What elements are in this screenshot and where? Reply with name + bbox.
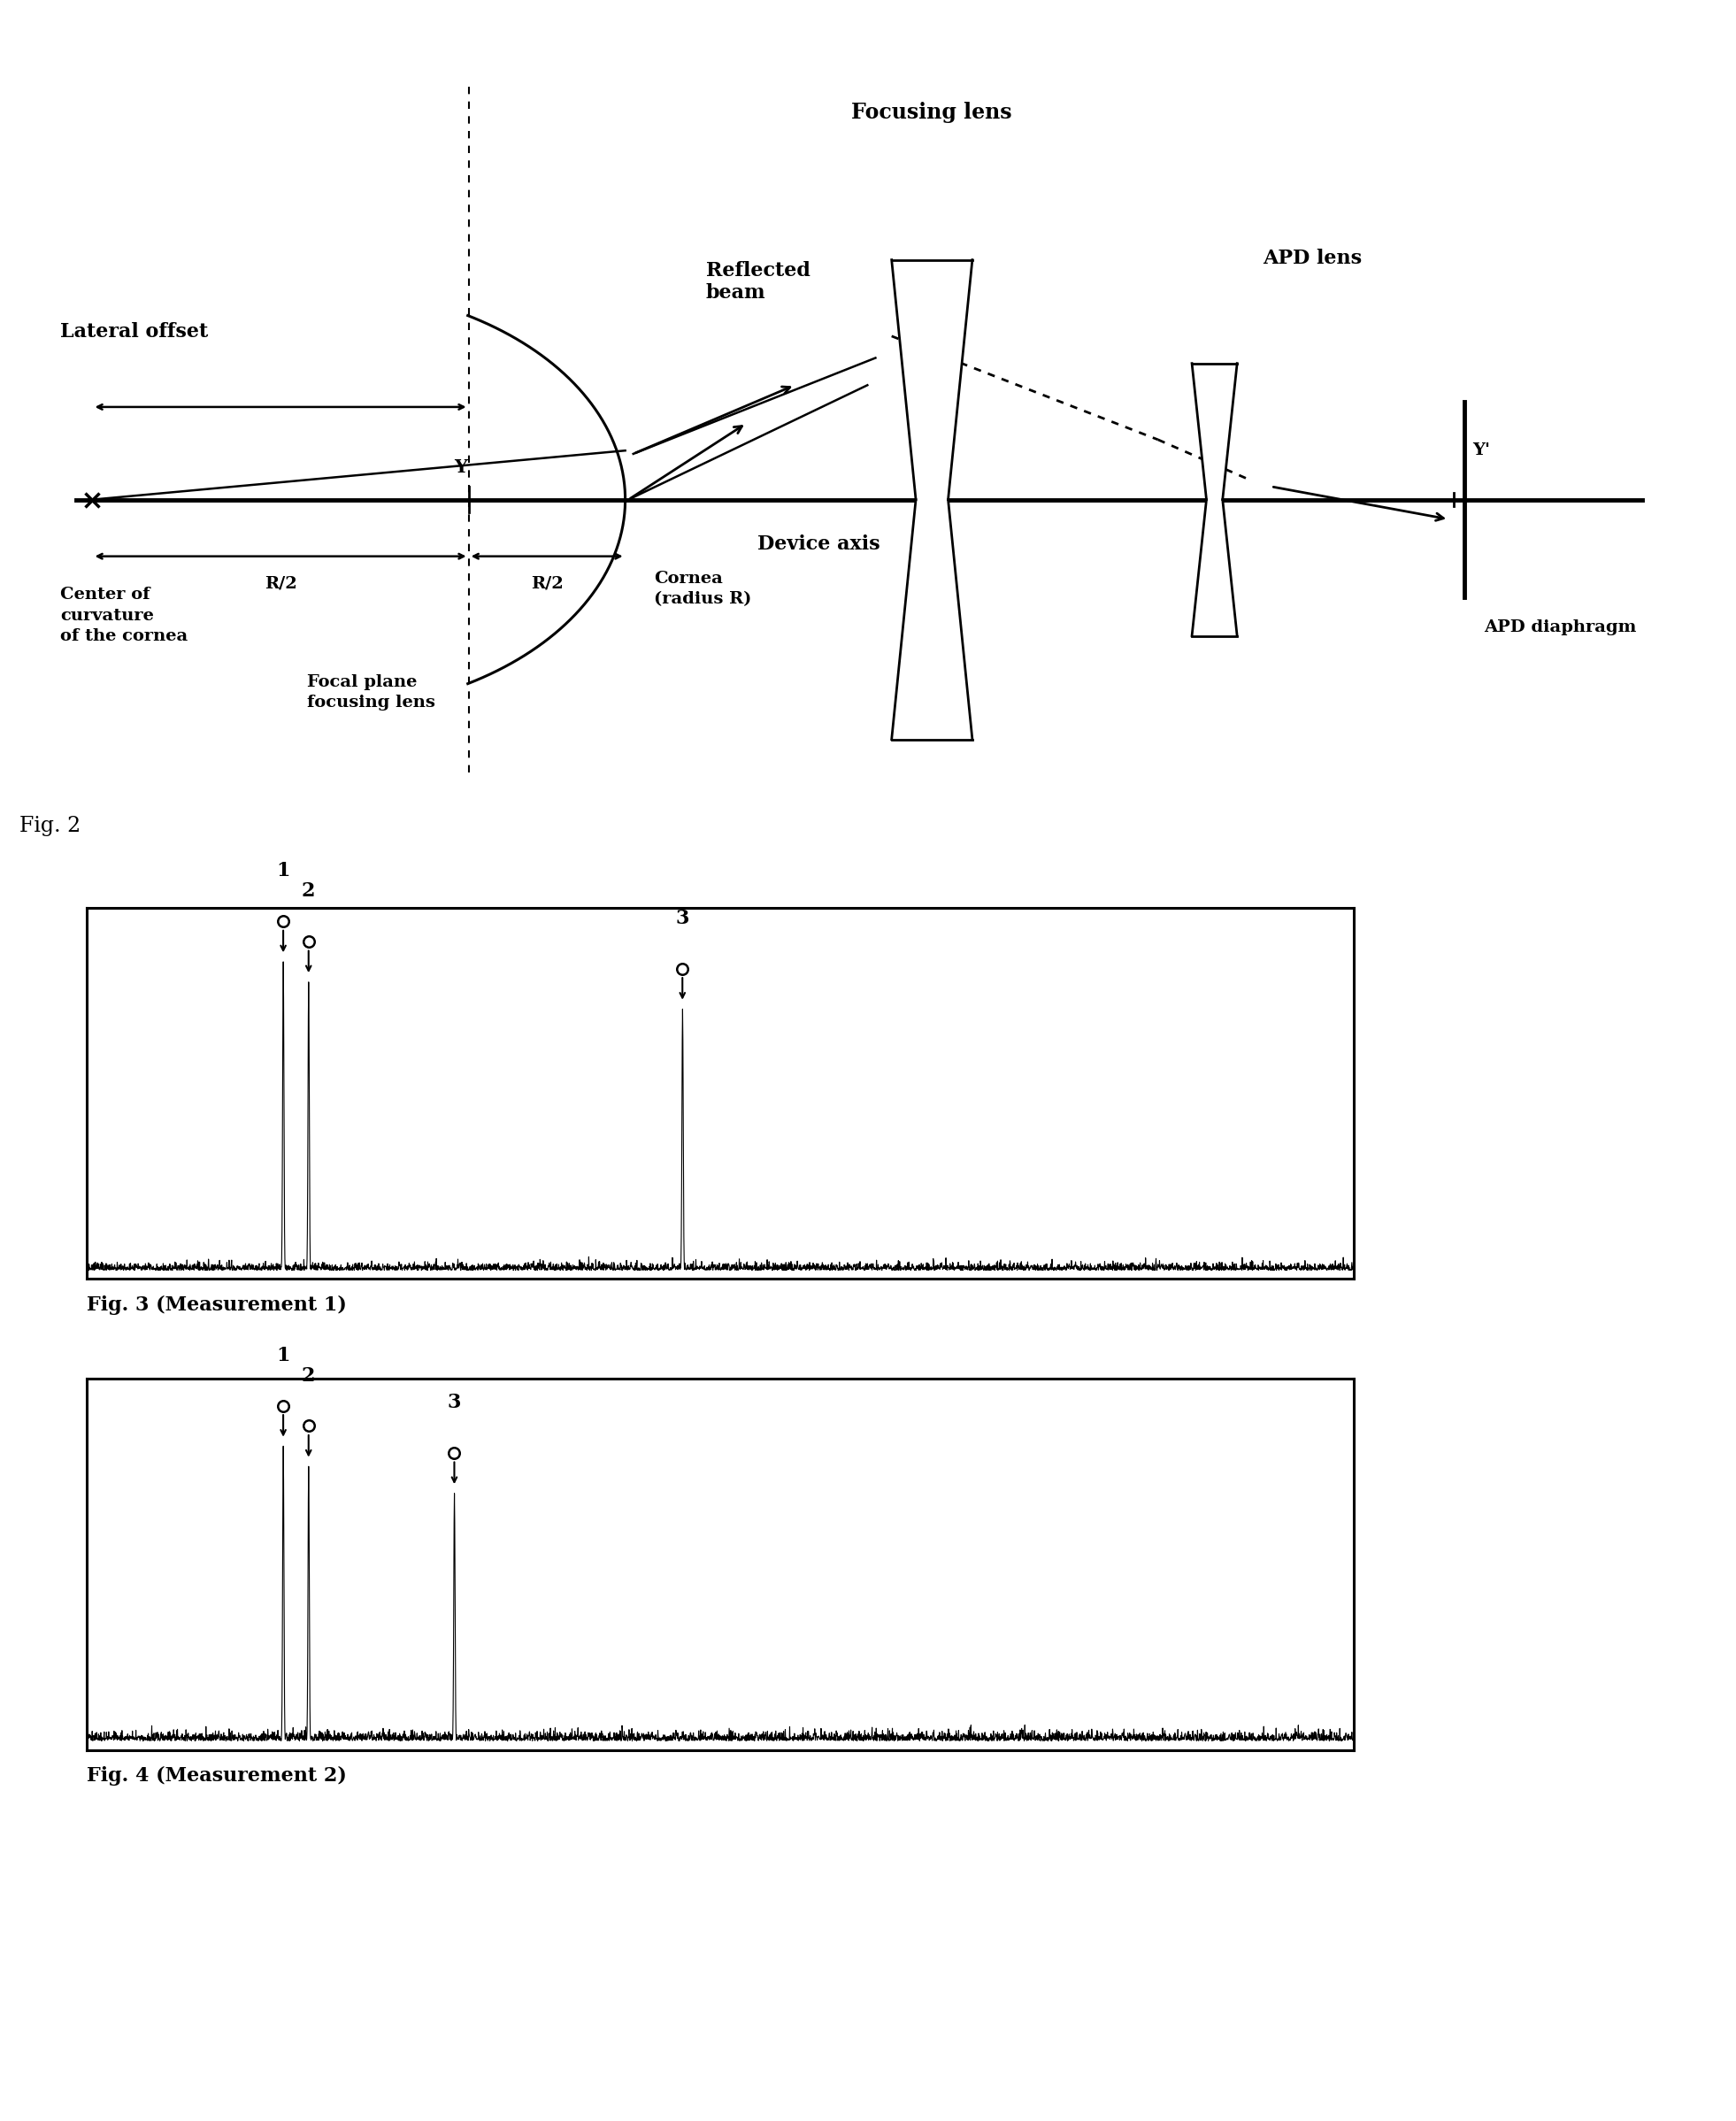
Text: Fig. 2: Fig. 2 [19, 817, 82, 836]
Text: Center of
curvature
of the cornea: Center of curvature of the cornea [61, 588, 187, 645]
Text: Y': Y' [1472, 443, 1491, 458]
Text: Lateral offset: Lateral offset [61, 322, 208, 341]
Text: R/2: R/2 [264, 577, 297, 592]
Text: Focusing lens: Focusing lens [852, 102, 1012, 123]
Text: Reflected
beam: Reflected beam [707, 261, 811, 303]
Text: 1: 1 [276, 861, 290, 880]
Text: Device axis: Device axis [757, 534, 880, 554]
Text: R/2: R/2 [531, 577, 562, 592]
Text: 2: 2 [302, 1366, 316, 1385]
Text: Fig. 3 (Measurement 1): Fig. 3 (Measurement 1) [87, 1296, 347, 1315]
Text: Y: Y [453, 458, 467, 475]
Text: 2: 2 [302, 882, 316, 901]
Text: APD lens: APD lens [1264, 248, 1363, 269]
Text: 3: 3 [675, 908, 689, 929]
Text: 3: 3 [448, 1393, 462, 1413]
Text: Fig. 4 (Measurement 2): Fig. 4 (Measurement 2) [87, 1767, 347, 1786]
Text: Focal plane
focusing lens: Focal plane focusing lens [307, 674, 436, 711]
Text: Cornea
(radius R): Cornea (radius R) [654, 571, 752, 607]
Polygon shape [1193, 363, 1238, 636]
Text: APD diaphragm: APD diaphragm [1484, 619, 1637, 636]
Polygon shape [892, 259, 972, 740]
Text: 1: 1 [276, 1345, 290, 1366]
